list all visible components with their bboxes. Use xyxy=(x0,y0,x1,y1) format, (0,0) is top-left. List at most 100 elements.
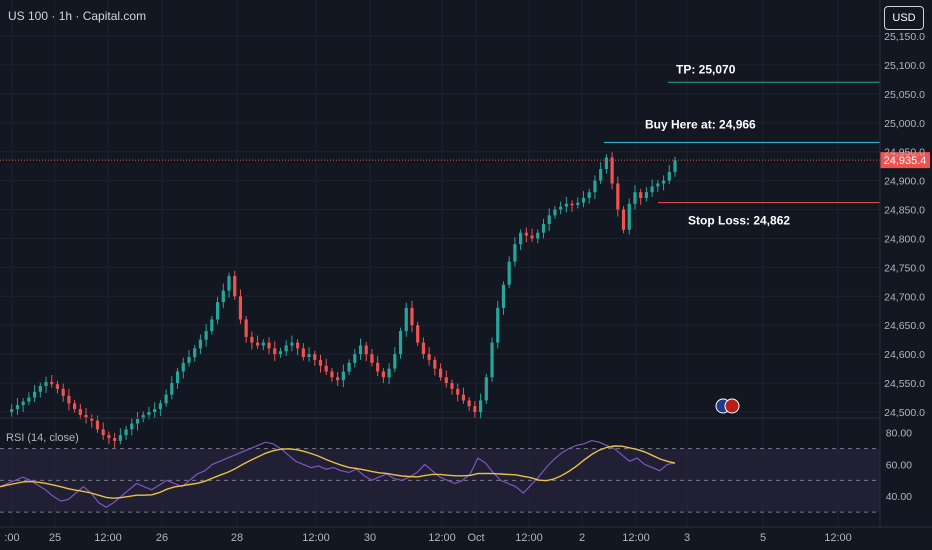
time-tick-label: Oct xyxy=(467,532,484,544)
candle-body xyxy=(393,354,397,369)
candle-body xyxy=(387,368,391,378)
price-tick-label: 24,850.0 xyxy=(884,205,925,217)
candle-body xyxy=(221,290,225,303)
candle-body xyxy=(353,354,357,363)
candle-body xyxy=(341,371,345,381)
candle-body xyxy=(433,359,437,369)
candle-body xyxy=(118,435,122,441)
price-tick-label: 24,650.0 xyxy=(884,320,925,332)
candle-body xyxy=(78,409,82,415)
last-price-label: 24,935.4 xyxy=(884,155,927,167)
candle-body xyxy=(21,401,25,406)
candle-body xyxy=(324,365,328,372)
candles xyxy=(10,152,677,448)
candle-body xyxy=(616,183,620,210)
candle-body xyxy=(673,160,677,172)
candle-body xyxy=(427,354,431,360)
last-price-tag xyxy=(880,152,930,169)
candle-body xyxy=(73,403,77,410)
candle-body xyxy=(204,331,208,340)
time-tick-label: :00 xyxy=(4,532,19,544)
candle-body xyxy=(559,206,563,210)
candle-body xyxy=(95,420,100,430)
candle-body xyxy=(193,348,197,358)
candle-body xyxy=(307,354,311,358)
us-flag-event-icon xyxy=(715,398,740,414)
candle-body xyxy=(667,171,671,181)
candle-body xyxy=(553,209,557,216)
candle-body xyxy=(175,371,180,384)
candle-body xyxy=(296,342,300,349)
time-tick-label: 12:00 xyxy=(302,532,330,544)
candle-body xyxy=(650,186,654,193)
rsi-tick-label: 80.00 xyxy=(886,428,912,440)
candle-body xyxy=(107,435,111,439)
candle-body xyxy=(233,276,237,297)
currency-button[interactable]: USD xyxy=(884,6,924,30)
candle-body xyxy=(101,429,105,436)
candle-body xyxy=(530,235,534,239)
candle-body xyxy=(164,394,168,404)
time-tick-label: 28 xyxy=(231,532,243,544)
rsi-line xyxy=(0,439,676,509)
time-tick-label: 30 xyxy=(364,532,376,544)
time-tick-label: 25 xyxy=(49,532,61,544)
candle-body xyxy=(15,405,20,410)
price-tick-label: 24,800.0 xyxy=(884,233,925,245)
candle-body xyxy=(490,342,494,378)
candle-body xyxy=(639,192,643,198)
candle-body xyxy=(547,215,551,224)
candle-body xyxy=(438,368,443,378)
price-tick-label: 24,600.0 xyxy=(884,349,925,361)
candle-body xyxy=(44,381,48,386)
candle-body xyxy=(267,342,271,349)
candle-body xyxy=(290,342,294,346)
candle-body xyxy=(90,417,94,421)
price-tick-label: 25,000.0 xyxy=(884,118,925,130)
time-tick-label: 12:00 xyxy=(622,532,650,544)
candle-body xyxy=(398,331,403,355)
candle-body xyxy=(370,354,374,363)
candle-body xyxy=(130,423,134,430)
candle-body xyxy=(656,183,660,187)
candle-body xyxy=(627,203,631,230)
price-tick-label: 24,900.0 xyxy=(884,176,925,188)
candle-body xyxy=(364,345,368,355)
candle-body xyxy=(153,409,157,412)
candle-body xyxy=(113,438,117,441)
candle-body xyxy=(456,388,460,395)
candle-body xyxy=(38,385,42,392)
candle-body xyxy=(147,412,151,415)
chart-title: US 100 · 1h · Capital.com xyxy=(8,9,147,23)
candle-body xyxy=(215,302,220,320)
candle-body xyxy=(587,192,591,198)
candle-body xyxy=(536,232,540,239)
trade-levels: TP: 25,070 Buy Here at: 24,966 Stop Loss: … xyxy=(0,62,930,228)
candle-body xyxy=(336,377,340,381)
candle-body xyxy=(284,345,288,352)
candle-body xyxy=(581,197,586,203)
candle-body xyxy=(210,319,214,332)
candle-body xyxy=(244,319,248,337)
price-tick-label: 25,050.0 xyxy=(884,89,925,101)
candle-body xyxy=(141,414,145,419)
candle-body xyxy=(84,414,88,418)
candle-body xyxy=(621,209,626,230)
candle-body xyxy=(450,383,454,389)
candle-body xyxy=(416,325,420,343)
candle-body xyxy=(318,359,323,366)
candle-body xyxy=(330,371,334,378)
candle-body xyxy=(467,400,471,407)
candle-body xyxy=(135,418,140,424)
candle-body xyxy=(32,391,37,398)
candle-body xyxy=(564,203,568,207)
candle-body xyxy=(124,429,128,436)
candle-body xyxy=(10,409,14,412)
candle-body xyxy=(261,342,265,346)
candle-body xyxy=(187,357,191,363)
candle-body xyxy=(273,348,277,355)
rsi-legend-label: RSI (14, close) xyxy=(6,432,79,444)
candle-body xyxy=(478,400,483,412)
